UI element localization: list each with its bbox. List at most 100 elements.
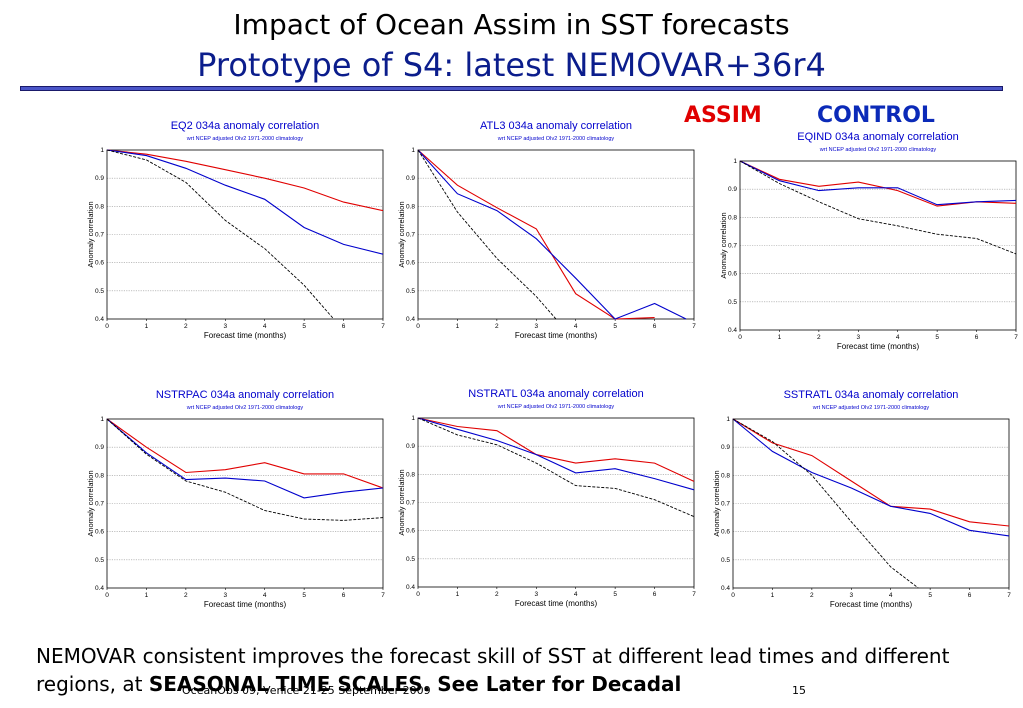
chart-atl3: ATL3 034a anomaly correlation wrt NCEP ad… bbox=[391, 116, 707, 346]
x-tick-label: 2 bbox=[184, 592, 188, 599]
chart-svg: EQIND 034a anomaly correlation wrt NCEP a… bbox=[719, 131, 1018, 351]
footer-note: OceanObs 09, Venice 21-25 September 2009 bbox=[182, 684, 431, 697]
x-tick-label: 7 bbox=[692, 591, 696, 598]
x-tick-label: 5 bbox=[928, 592, 932, 599]
x-tick-label: 1 bbox=[145, 592, 149, 599]
y-tick-label: 0.7 bbox=[406, 500, 415, 507]
series-line-control bbox=[417, 149, 687, 320]
y-axis-label: Anomaly correlation bbox=[712, 470, 721, 536]
y-tick-label: 1 bbox=[411, 147, 415, 154]
series-line-persistence bbox=[739, 160, 1017, 255]
y-tick-label: 0.4 bbox=[728, 327, 737, 334]
x-tick-label: 0 bbox=[416, 591, 420, 598]
x-tick-label: 1 bbox=[145, 323, 149, 330]
x-tick-label: 1 bbox=[456, 591, 460, 598]
x-tick-label: 5 bbox=[302, 592, 306, 599]
x-tick-label: 5 bbox=[613, 591, 617, 598]
y-tick-label: 0.6 bbox=[406, 528, 415, 535]
x-tick-label: 2 bbox=[810, 592, 814, 599]
y-tick-label: 0.6 bbox=[406, 260, 415, 267]
y-axis-label: Anomaly correlation bbox=[397, 201, 406, 267]
y-tick-label: 0.6 bbox=[728, 271, 737, 278]
x-tick-label: 4 bbox=[574, 323, 578, 330]
slide-title: Impact of Ocean Assim in SST forecasts bbox=[233, 8, 790, 41]
x-axis-label: Forecast time (months) bbox=[204, 600, 287, 609]
x-tick-label: 3 bbox=[223, 592, 227, 599]
chart-subtitle: wrt NCEP adjusted OIv2 1971-2000 climato… bbox=[186, 136, 304, 142]
y-tick-label: 0.7 bbox=[728, 243, 737, 250]
chart-title: NSTRPAC 034a anomaly correlation bbox=[156, 389, 334, 401]
y-tick-label: 0.5 bbox=[406, 288, 415, 295]
summary-text-plain: NEMOVAR consistent improves the forecast… bbox=[36, 644, 950, 696]
chart-subtitle: wrt NCEP adjusted OIv2 1971-2000 climato… bbox=[497, 136, 615, 142]
x-tick-label: 7 bbox=[381, 592, 385, 599]
y-tick-label: 0.5 bbox=[721, 557, 730, 564]
chart-svg: NSTRPAC 034a anomaly correlation wrt NCEP… bbox=[86, 389, 385, 609]
chart-svg: NSTRATL 034a anomaly correlation wrt NCEP… bbox=[397, 388, 696, 608]
x-tick-label: 5 bbox=[935, 334, 939, 341]
y-tick-label: 0.5 bbox=[95, 288, 104, 295]
y-tick-label: 0.8 bbox=[406, 471, 415, 478]
y-tick-label: 0.8 bbox=[95, 472, 104, 479]
x-tick-label: 7 bbox=[1007, 592, 1011, 599]
legend-assim-label: ASSIM bbox=[684, 103, 762, 128]
series-line-control bbox=[732, 418, 1010, 537]
x-tick-label: 2 bbox=[817, 334, 821, 341]
chart-title: SSTRATL 034a anomaly correlation bbox=[784, 389, 959, 401]
chart-svg: SSTRATL 034a anomaly correlation wrt NCEP… bbox=[712, 389, 1011, 609]
chart-subtitle: wrt NCEP adjusted OIv2 1971-2000 climato… bbox=[497, 404, 615, 410]
x-tick-label: 4 bbox=[896, 334, 900, 341]
x-tick-label: 4 bbox=[263, 323, 267, 330]
y-tick-label: 1 bbox=[733, 158, 737, 165]
y-tick-label: 0.5 bbox=[728, 299, 737, 306]
series-line-assim bbox=[739, 160, 1017, 207]
summary-text-bold: SEASONAL TIME SCALES. See Later for Deca… bbox=[148, 672, 682, 696]
x-tick-label: 6 bbox=[342, 323, 346, 330]
y-tick-label: 0.4 bbox=[406, 316, 415, 323]
plot-frame bbox=[106, 418, 384, 589]
x-tick-label: 1 bbox=[771, 592, 775, 599]
y-tick-label: 0.7 bbox=[721, 501, 730, 508]
y-axis-label: Anomaly correlation bbox=[719, 212, 728, 278]
legend-control-label: CONTROL bbox=[817, 103, 935, 128]
x-tick-label: 5 bbox=[613, 323, 617, 330]
y-tick-label: 0.4 bbox=[95, 585, 104, 592]
y-tick-label: 0.7 bbox=[95, 501, 104, 508]
y-tick-label: 0.9 bbox=[728, 186, 737, 193]
x-axis-label: Forecast time (months) bbox=[515, 599, 598, 608]
x-tick-label: 7 bbox=[1014, 334, 1018, 341]
y-tick-label: 0.9 bbox=[406, 175, 415, 182]
series-line-control bbox=[739, 160, 1017, 206]
plot-frame bbox=[739, 160, 1017, 331]
x-tick-label: 4 bbox=[574, 591, 578, 598]
y-axis-label: Anomaly correlation bbox=[397, 469, 406, 535]
x-tick-label: 1 bbox=[778, 334, 782, 341]
y-tick-label: 0.5 bbox=[95, 557, 104, 564]
plot-frame bbox=[417, 149, 695, 320]
series-line-persistence bbox=[732, 418, 919, 589]
y-tick-label: 0.7 bbox=[95, 232, 104, 239]
x-tick-label: 2 bbox=[184, 323, 188, 330]
series-line-control bbox=[417, 417, 695, 491]
chart-subtitle: wrt NCEP adjusted OIv2 1971-2000 climato… bbox=[819, 147, 937, 153]
y-tick-label: 0.6 bbox=[721, 529, 730, 536]
x-tick-label: 3 bbox=[856, 334, 860, 341]
x-tick-label: 6 bbox=[975, 334, 979, 341]
chart-nstrpac: NSTRPAC 034a anomaly correlation wrt NCEP… bbox=[80, 385, 400, 615]
x-tick-label: 7 bbox=[692, 323, 696, 330]
y-axis-label: Anomaly correlation bbox=[86, 470, 95, 536]
x-tick-label: 0 bbox=[731, 592, 735, 599]
x-tick-label: 2 bbox=[495, 323, 499, 330]
chart-svg: ATL3 034a anomaly correlation wrt NCEP ad… bbox=[397, 120, 696, 340]
y-tick-label: 1 bbox=[411, 415, 415, 422]
chart-eqind: EQIND 034a anomaly correlation wrt NCEP a… bbox=[713, 127, 1023, 357]
series-line-control bbox=[106, 418, 384, 499]
y-tick-label: 0.5 bbox=[406, 556, 415, 563]
chart-title: EQ2 034a anomaly correlation bbox=[171, 120, 320, 132]
y-tick-label: 1 bbox=[100, 416, 104, 423]
x-tick-label: 3 bbox=[223, 323, 227, 330]
chart-sstratl: SSTRATL 034a anomaly correlation wrt NCEP… bbox=[706, 385, 1023, 615]
series-line-persistence bbox=[106, 418, 384, 521]
y-tick-label: 0.4 bbox=[721, 585, 730, 592]
slide-subtitle: Prototype of S4: latest NEMOVAR+36r4 bbox=[197, 46, 826, 84]
